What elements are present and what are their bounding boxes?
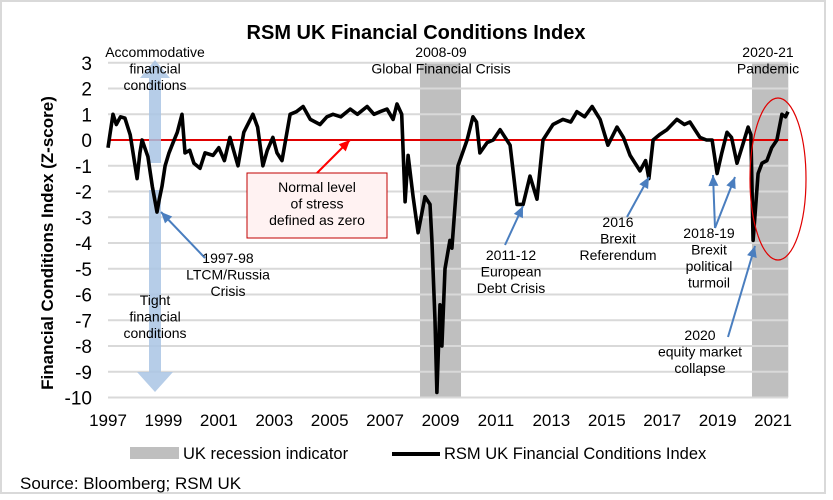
pandemic-label: 2020-21 Pandemic	[737, 44, 799, 77]
y-tick-label: 3	[81, 54, 92, 75]
normal-level-box	[246, 172, 388, 239]
annotation-line: of stress	[291, 196, 344, 212]
x-tick-label: 2009	[422, 411, 460, 430]
chart-title: RSM UK Financial Conditions Index	[247, 22, 586, 44]
brexit-turmoil-arrow-1-icon-head	[708, 175, 719, 187]
brexit-arrow-icon-head	[639, 177, 649, 190]
y-tick-label: -1	[75, 157, 92, 178]
annotation-line: conditions	[123, 325, 186, 341]
x-tick-label: 2005	[311, 411, 349, 430]
annotation-line: defined as zero	[269, 212, 365, 228]
euro-crisis-label: 2011-12 European Debt Crisis	[477, 247, 545, 296]
y-tick-label: -2	[75, 183, 92, 204]
annotation-line: 2008-09	[415, 44, 467, 60]
y-axis-label: Financial Conditions Index (Z-score)	[38, 96, 57, 390]
annotation-line: Brexit	[600, 231, 636, 247]
accommodative-arrow-icon	[140, 60, 170, 163]
tight-arrow-icon	[137, 190, 173, 392]
legend-recession-label: UK recession indicator	[183, 445, 349, 463]
annotation-line: financial	[129, 61, 180, 77]
annotation-line: Normal level	[278, 179, 356, 195]
y-tick-label: -8	[75, 337, 92, 358]
y-tick-label: -6	[75, 286, 92, 307]
y-tick-label: -9	[75, 363, 92, 384]
source-note: Source: Bloomberg; RSM UK	[20, 474, 242, 493]
annotation-line: Pandemic	[737, 61, 799, 77]
annotation-line: Referendum	[579, 247, 656, 263]
annotation-line: financial	[129, 309, 180, 325]
annotation-line: Crisis	[211, 283, 246, 299]
accommodative-label: Accommodative financial conditions	[105, 44, 205, 93]
annotation-line: Tight	[140, 292, 171, 308]
annotation-line: Global Financial Crisis	[371, 61, 510, 77]
brexit-turmoil-label: 2018-19 Brexit political turmoil	[683, 225, 735, 291]
annotation-line: turmoil	[688, 275, 730, 291]
annotation-line: 2018-19	[683, 225, 735, 241]
annotation-line: conditions	[123, 77, 186, 93]
annotation-line: Accommodative	[105, 44, 205, 60]
x-tick-label: 2021	[754, 411, 792, 430]
x-tick-label: 2013	[532, 411, 570, 430]
annotation-line: 2016	[602, 214, 633, 230]
brexit-turmoil-arrow-2-icon-head	[726, 177, 736, 190]
equity-collapse-arrow-icon-head	[747, 246, 757, 258]
x-tick-label: 1999	[145, 411, 183, 430]
x-tick-label: 2011	[478, 411, 515, 430]
ltcm-arrow-icon-head	[161, 212, 173, 224]
annotation-line: political	[686, 258, 733, 274]
annotation-line: European	[481, 264, 542, 280]
x-tick-label: 2019	[699, 411, 737, 430]
y-tick-label: -10	[65, 389, 92, 410]
pandemic-highlight-ellipse	[749, 97, 807, 261]
annotation-line: Debt Crisis	[477, 280, 545, 296]
gfc-label: 2008-09 Global Financial Crisis	[371, 44, 510, 77]
equity-collapse-arrow-icon	[727, 245, 756, 338]
x-tick-label: 2007	[366, 411, 404, 430]
equity-collapse-label: 2020 equity market collapse	[658, 327, 742, 376]
annotation-line: equity market	[658, 344, 742, 360]
euro-crisis-arrow-icon-head	[513, 206, 523, 219]
annotation-line: 2020-21	[742, 44, 794, 60]
x-tick-label: 1997	[89, 411, 127, 430]
y-tick-label: 2	[81, 80, 92, 101]
brexit-label: 2016 Brexit Referendum	[579, 214, 656, 263]
x-tick-label: 2003	[255, 411, 293, 430]
x-tick-label: 2001	[200, 411, 238, 430]
tight-label: Tight financial conditions	[123, 292, 186, 341]
y-tick-label: -4	[75, 234, 92, 255]
annotation-line: 1997-98	[202, 250, 254, 266]
legend-fci-label: RSM UK Financial Conditions Index	[444, 445, 707, 463]
y-tick-label: -3	[75, 208, 92, 229]
chart-frame	[0, 0, 826, 494]
normal-level-label: Normal level of stress defined as zero	[269, 179, 365, 228]
ltcm-label: 1997-98 LTCM/Russia Crisis	[186, 250, 270, 299]
normal-level-arrow-icon-head	[338, 140, 350, 152]
y-tick-label: -7	[75, 311, 92, 332]
y-tick-label: 0	[81, 131, 92, 152]
x-tick-label: 2015	[588, 411, 626, 430]
fci-series-line	[106, 102, 790, 395]
annotation-line: collapse	[674, 360, 726, 376]
legend-recession-swatch	[130, 447, 179, 459]
annotation-line: 2020	[684, 327, 715, 343]
y-tick-label: 1	[81, 105, 92, 126]
annotation-line: 2011-12	[486, 247, 537, 263]
annotation-line: LTCM/Russia	[186, 267, 270, 283]
y-tick-label: -5	[75, 260, 92, 281]
annotation-line: Brexit	[691, 242, 727, 258]
x-tick-label: 2017	[643, 411, 681, 430]
